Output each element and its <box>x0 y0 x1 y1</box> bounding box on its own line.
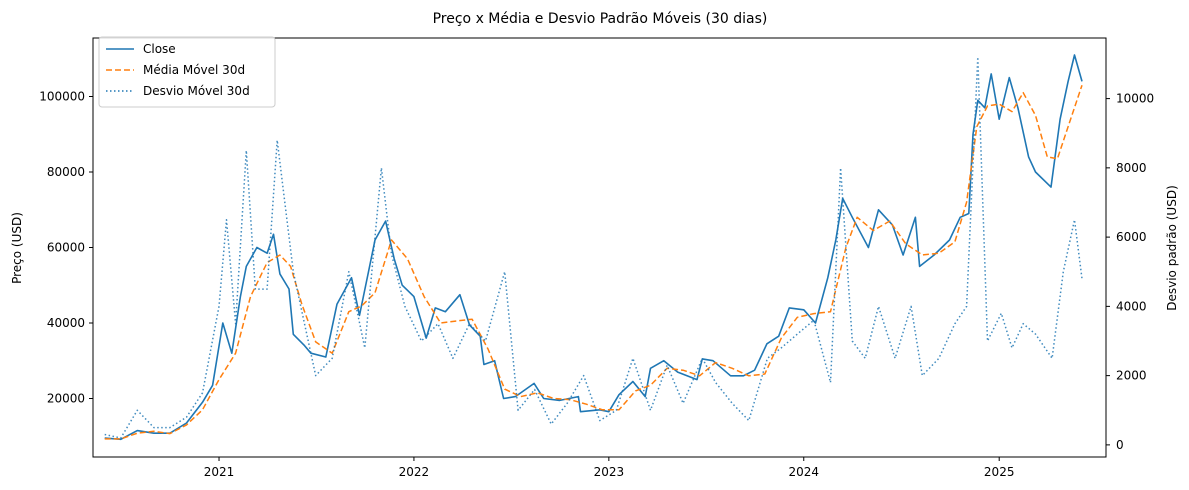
y-axis-right: 0 2000 4000 6000 8000 10000 <box>1106 92 1154 452</box>
y-left-tick-label: 60000 <box>47 241 85 255</box>
x-axis: 2021 2022 2023 2024 2025 <box>204 457 1015 479</box>
series-line-2 <box>104 84 1083 440</box>
y-right-tick-label: 6000 <box>1116 230 1147 244</box>
chart-title: Preço x Média e Desvio Padrão Móveis (30… <box>433 11 768 27</box>
y-axis-left-title: Preço (USD) <box>10 212 24 284</box>
legend-label-3: Desvio Móvel 30d <box>143 84 250 98</box>
y-right-tick-label: 0 <box>1116 438 1124 452</box>
y-right-tick-label: 8000 <box>1116 161 1147 175</box>
x-tick-label: 2024 <box>788 465 819 479</box>
x-tick-label: 2023 <box>594 465 625 479</box>
x-tick-label: 2021 <box>204 465 235 479</box>
plot-area <box>104 54 1083 441</box>
x-tick-label: 2022 <box>399 465 430 479</box>
legend-box <box>98 36 276 108</box>
legend: Close Média Móvel 30d Desvio Móvel 30d <box>98 36 276 108</box>
y-right-tick-label: 4000 <box>1116 299 1147 313</box>
y-right-tick-label: 2000 <box>1116 369 1147 383</box>
y-left-tick-label: 100000 <box>39 90 85 104</box>
x-tick-label: 2025 <box>984 465 1015 479</box>
y-axis-right-title: Desvio padrão (USD) <box>1165 185 1179 311</box>
y-left-tick-label: 40000 <box>47 316 85 330</box>
series-line-1 <box>104 54 1083 441</box>
y-axis-left: 20000 40000 60000 80000 100000 <box>39 90 93 405</box>
legend-label-2: Média Móvel 30d <box>143 63 245 77</box>
y-left-tick-label: 20000 <box>47 391 85 405</box>
y-right-tick-label: 10000 <box>1116 92 1154 106</box>
y-left-tick-label: 80000 <box>47 165 85 179</box>
series-line-3 <box>104 56 1083 439</box>
legend-label-1: Close <box>143 42 176 56</box>
